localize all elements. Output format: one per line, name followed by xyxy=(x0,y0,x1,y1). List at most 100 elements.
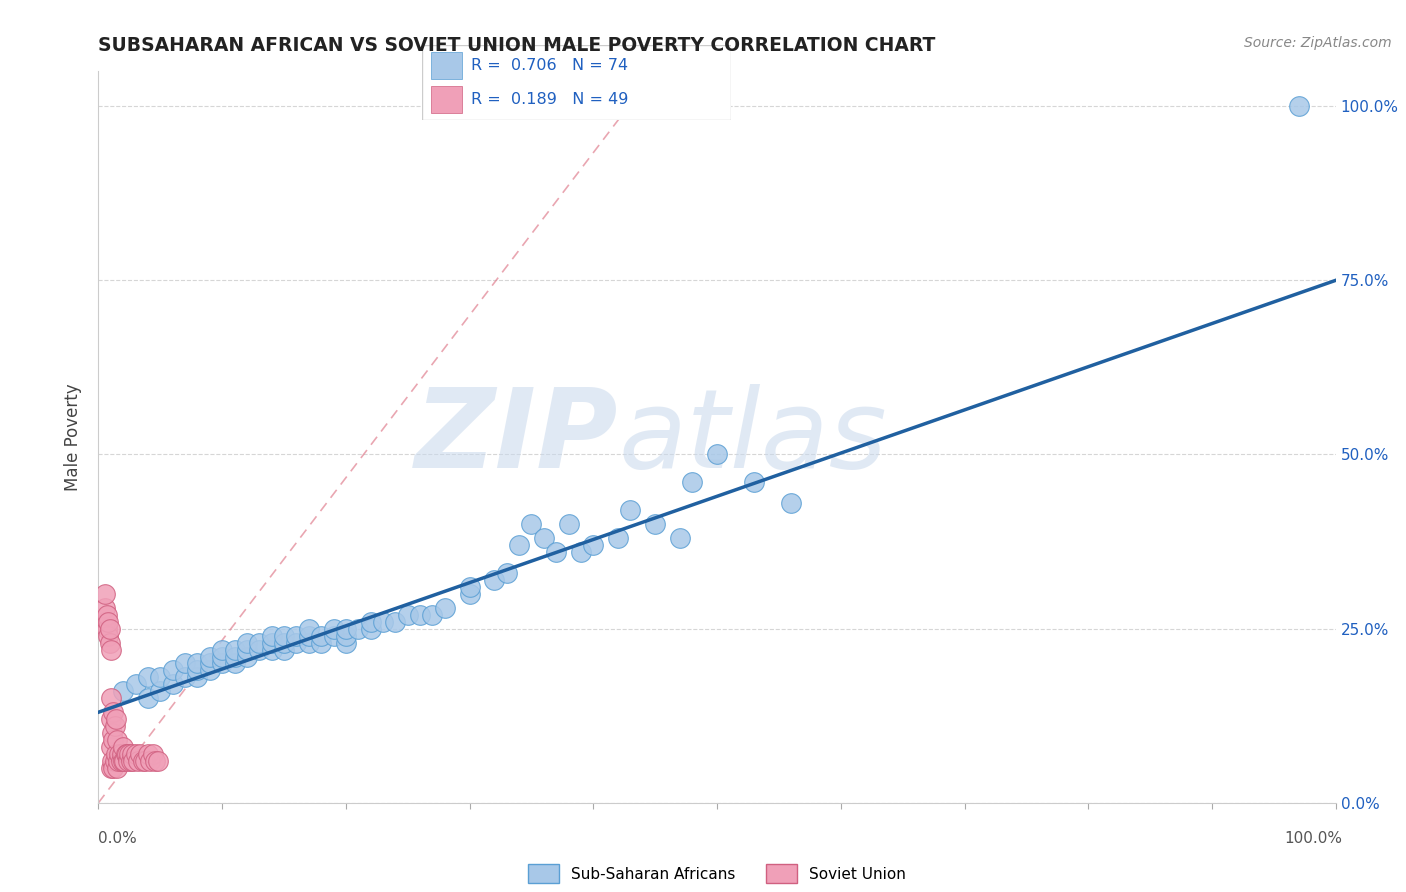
Point xyxy=(136,691,159,706)
Point xyxy=(120,754,142,768)
Point xyxy=(273,629,295,643)
Point xyxy=(508,538,530,552)
Text: atlas: atlas xyxy=(619,384,887,491)
Text: 100.0%: 100.0% xyxy=(1285,831,1343,846)
Point xyxy=(198,657,221,671)
Point xyxy=(247,635,270,649)
Y-axis label: Male Poverty: Male Poverty xyxy=(65,384,83,491)
Point xyxy=(142,747,165,761)
Point xyxy=(285,629,308,643)
Text: Source: ZipAtlas.com: Source: ZipAtlas.com xyxy=(1244,36,1392,50)
Point xyxy=(260,635,283,649)
Point xyxy=(96,607,118,622)
Point xyxy=(104,712,127,726)
Point xyxy=(112,754,135,768)
Point xyxy=(124,747,146,761)
Point xyxy=(101,754,124,768)
Point xyxy=(706,448,728,462)
Point xyxy=(146,754,169,768)
Point xyxy=(433,600,456,615)
Point xyxy=(186,664,208,678)
Point xyxy=(484,573,506,587)
Point xyxy=(260,642,283,657)
Text: R =  0.189   N = 49: R = 0.189 N = 49 xyxy=(471,92,628,107)
Point xyxy=(149,684,172,698)
Point xyxy=(247,642,270,657)
Point xyxy=(273,635,295,649)
Point xyxy=(669,531,692,545)
Point xyxy=(105,733,128,747)
Point xyxy=(134,754,156,768)
Text: 0.0%: 0.0% xyxy=(98,831,138,846)
Point xyxy=(98,622,121,636)
Point xyxy=(360,622,382,636)
Point xyxy=(103,705,125,719)
Point xyxy=(285,635,308,649)
Point xyxy=(607,531,630,545)
Point xyxy=(97,629,120,643)
Point xyxy=(136,670,159,684)
Point xyxy=(681,475,703,490)
Point xyxy=(127,754,149,768)
Point xyxy=(112,684,135,698)
Point xyxy=(103,754,125,768)
Point xyxy=(198,664,221,678)
Point xyxy=(396,607,419,622)
Point xyxy=(101,726,124,740)
Point xyxy=(322,622,344,636)
Point xyxy=(309,635,332,649)
Point xyxy=(273,642,295,657)
FancyBboxPatch shape xyxy=(432,87,463,112)
Point xyxy=(546,545,568,559)
Point xyxy=(96,622,118,636)
Point xyxy=(114,747,136,761)
Point xyxy=(105,761,128,775)
Point xyxy=(93,615,115,629)
Point xyxy=(103,761,125,775)
Point xyxy=(139,754,162,768)
Point xyxy=(335,622,357,636)
Point xyxy=(108,747,131,761)
Point xyxy=(298,629,321,643)
Point xyxy=(111,747,134,761)
Text: R =  0.706   N = 74: R = 0.706 N = 74 xyxy=(471,58,628,73)
Point xyxy=(211,657,233,671)
Point xyxy=(112,740,135,755)
Point xyxy=(260,629,283,643)
Point xyxy=(1288,99,1310,113)
Point xyxy=(224,642,246,657)
Point xyxy=(129,747,152,761)
Point xyxy=(136,747,159,761)
Point xyxy=(162,677,184,691)
Point xyxy=(347,622,370,636)
Point xyxy=(149,670,172,684)
Point xyxy=(309,629,332,643)
Point xyxy=(121,747,143,761)
Point xyxy=(162,664,184,678)
Point xyxy=(100,712,122,726)
Point xyxy=(582,538,605,552)
Point xyxy=(557,517,579,532)
Point xyxy=(298,622,321,636)
Point xyxy=(115,747,138,761)
Point xyxy=(458,587,481,601)
Point xyxy=(132,754,155,768)
Point xyxy=(124,677,146,691)
Point xyxy=(122,754,145,768)
Point xyxy=(458,580,481,594)
FancyBboxPatch shape xyxy=(432,52,463,78)
Point xyxy=(236,649,259,664)
Point xyxy=(110,754,132,768)
Point xyxy=(174,657,197,671)
Point xyxy=(118,747,141,761)
Point xyxy=(100,691,122,706)
Text: ZIP: ZIP xyxy=(415,384,619,491)
Point xyxy=(186,670,208,684)
Text: SUBSAHARAN AFRICAN VS SOVIET UNION MALE POVERTY CORRELATION CHART: SUBSAHARAN AFRICAN VS SOVIET UNION MALE … xyxy=(98,36,936,54)
Point xyxy=(174,670,197,684)
Point xyxy=(100,642,122,657)
Legend: Sub-Saharan Africans, Soviet Union: Sub-Saharan Africans, Soviet Union xyxy=(529,864,905,883)
Point xyxy=(520,517,543,532)
Point xyxy=(409,607,432,622)
Point xyxy=(569,545,592,559)
